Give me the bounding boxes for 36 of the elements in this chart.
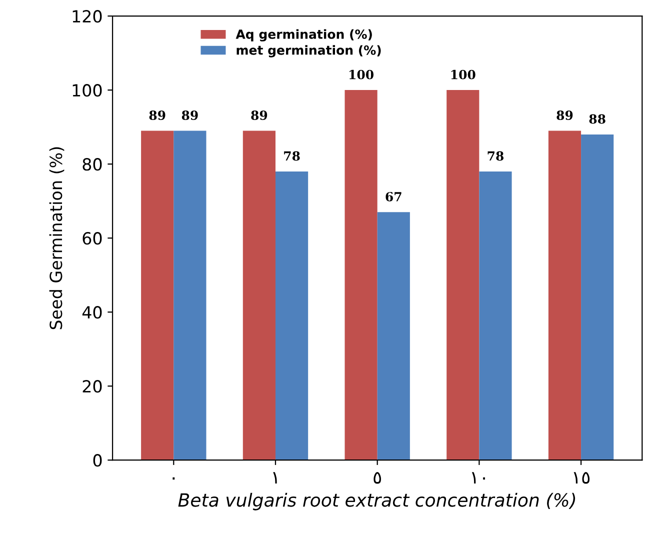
bar (581, 134, 614, 460)
bar (141, 130, 174, 460)
x-tick-label: ٠ (172, 477, 175, 480)
y-tick-label: 0 (93, 454, 102, 467)
data-label: 78 (284, 151, 300, 161)
data-label: 100 (451, 70, 476, 80)
x-tick-label: ١ (273, 472, 277, 484)
x-axis-title: Beta vulgaris root extract concentration (%) (178, 492, 576, 510)
data-label: 89 (556, 110, 573, 120)
y-tick-label: 60 (82, 232, 102, 245)
x-tick-label: ١٠ (472, 472, 486, 484)
bar (548, 130, 582, 460)
data-label: 89 (149, 110, 166, 120)
y-tick-label: 20 (82, 380, 102, 393)
bar (275, 171, 308, 460)
data-label: 88 (589, 114, 606, 124)
legend-label: Aq germination (%) (236, 29, 372, 42)
y-tick-label: 40 (82, 306, 102, 319)
bar (174, 130, 206, 460)
data-label: 89 (182, 110, 198, 120)
y-tick-label: 80 (82, 158, 102, 171)
y-tick-label: 120 (72, 10, 102, 23)
bar (479, 171, 512, 460)
data-label: 89 (251, 110, 268, 120)
y-tick-label: 100 (72, 84, 102, 97)
bar (344, 90, 378, 460)
y-axis-title: Seed Germination (%) (49, 147, 64, 330)
x-tick-label: ٥ (374, 472, 381, 484)
x-tick-label: ١٥ (574, 472, 590, 484)
bar (242, 130, 276, 460)
data-label: 78 (488, 151, 504, 161)
data-label: 67 (386, 192, 402, 202)
data-label: 100 (350, 70, 374, 80)
bar (377, 212, 410, 460)
bar (446, 90, 480, 460)
legend-label: met germination (%) (236, 45, 381, 58)
